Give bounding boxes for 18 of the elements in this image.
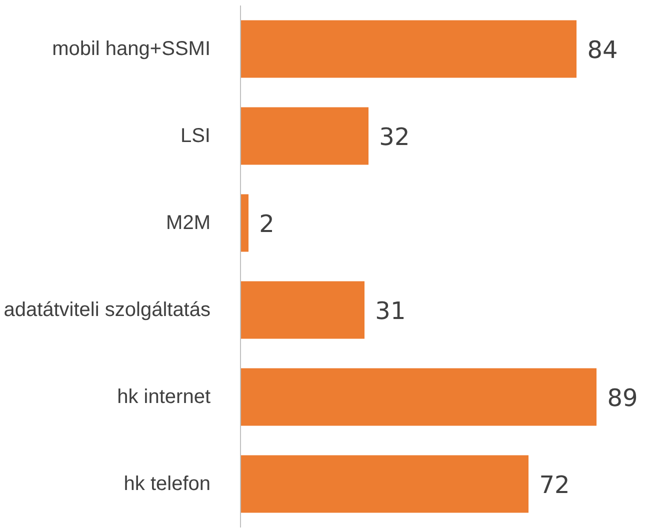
y-tick-label: hk internet xyxy=(117,386,211,408)
bar xyxy=(240,455,529,513)
bar xyxy=(240,194,248,252)
data-label: 32 xyxy=(379,123,410,151)
y-tick-label: hk telefon xyxy=(124,473,211,495)
data-label: 72 xyxy=(539,471,570,499)
y-tick-label: adatátviteli szolgáltatás xyxy=(4,299,211,321)
data-label: 2 xyxy=(259,210,274,238)
y-tick-label: mobil hang+SSMI xyxy=(52,38,211,60)
bar xyxy=(240,20,577,78)
y-tick-label: M2M xyxy=(166,212,211,234)
bar xyxy=(240,107,369,165)
data-label: 89 xyxy=(607,384,638,412)
bar xyxy=(240,368,597,426)
y-tick-label: LSI xyxy=(180,125,211,147)
data-label: 31 xyxy=(375,297,406,325)
data-label: 84 xyxy=(587,36,618,64)
bar xyxy=(240,281,365,339)
